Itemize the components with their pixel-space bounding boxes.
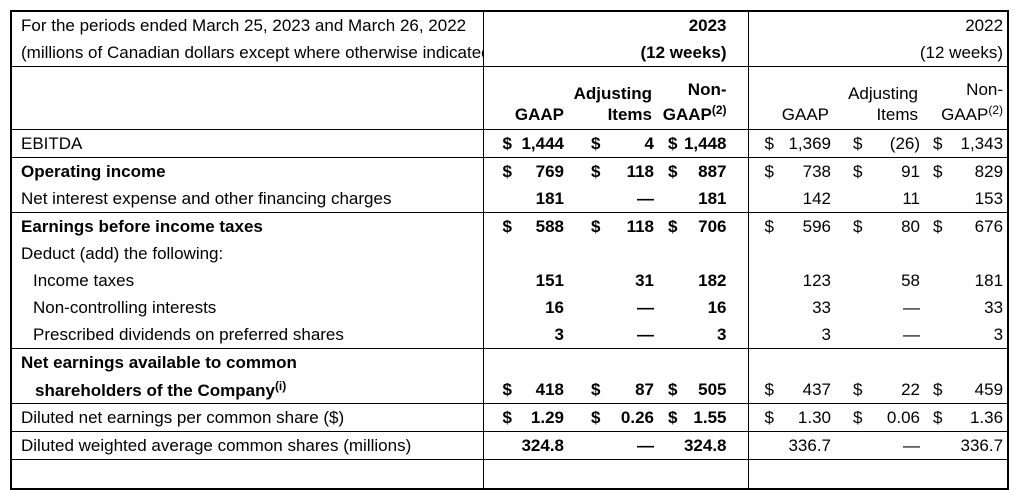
row-label: EBITDA [11, 129, 484, 158]
period-2022-weeks: (12 weeks) [748, 39, 1009, 67]
row-operating-income: Operating income $769 $118 $887 $738 $91… [11, 157, 1008, 185]
row-label: shareholders of the Company(i) [11, 376, 484, 404]
row-empty [11, 459, 1008, 489]
header-2023-gaap: GAAP [483, 66, 573, 130]
row-income-taxes: Income taxes 151 31 182 123 58 181 [11, 267, 1008, 294]
row-diluted-eps: Diluted net earnings per common share ($… [11, 403, 1009, 432]
row-label: Prescribed dividends on preferred shares [11, 321, 484, 349]
title-row-2: (millions of Canadian dollars except whe… [11, 39, 1009, 67]
gaap-reconciliation-table: For the periods ended March 25, 2023 and… [10, 10, 1010, 490]
title-row-1: For the periods ended March 25, 2023 and… [11, 11, 1008, 39]
row-label: Income taxes [11, 267, 484, 294]
header-2023-non-gaap: Non- GAAP(2) [661, 66, 749, 130]
row-ebitda: EBITDA $1,444 $4 $1,448 $1,369 $ (26) $1,… [11, 129, 1009, 158]
header-2022-gaap: GAAP [748, 66, 839, 130]
footnote-ref-i: (i) [274, 378, 287, 393]
row-net-interest-expense: Net interest expense and other financing… [11, 185, 1009, 213]
row-label: Diluted net earnings per common share ($… [11, 403, 484, 432]
row-label: Deduct (add) the following: [11, 240, 484, 267]
row-net-earnings-line2: shareholders of the Company(i) $418 $87 … [11, 376, 1009, 404]
row-label: Earnings before income taxes [11, 212, 484, 240]
row-label: Diluted weighted average common shares (… [11, 431, 484, 460]
row-label: Non-controlling interests [11, 294, 484, 321]
row-prescribed-dividends: Prescribed dividends on preferred shares… [11, 321, 1009, 349]
financial-table: For the periods ended March 25, 2023 and… [10, 10, 1010, 490]
column-header-row: GAAP Adjusting Items Non- GAAP(2) GAAP A… [11, 66, 1009, 130]
row-label: Net earnings available to common [11, 348, 484, 376]
row-diluted-weighted-shares: Diluted weighted average common shares (… [11, 431, 1009, 460]
period-2023-weeks: (12 weeks) [483, 39, 749, 67]
row-net-earnings-line1: Net earnings available to common [11, 348, 1008, 376]
header-2023-adjusting-items: Adjusting Items [573, 66, 661, 130]
row-label: Net interest expense and other financing… [11, 185, 484, 213]
footnote-ref-2: (2) [711, 103, 727, 117]
column-header-spacer [11, 66, 484, 130]
table-subtitle: (millions of Canadian dollars except whe… [11, 39, 484, 67]
row-non-controlling-interests: Non-controlling interests 16 — 16 33 — 3… [11, 294, 1008, 321]
period-2022-year: 2022 [965, 15, 1004, 35]
row-deduct-add-heading: Deduct (add) the following: [11, 240, 1008, 267]
row-earnings-before-income-taxes: Earnings before income taxes $588 $118 $… [11, 212, 1008, 240]
header-2022-non-gaap: Non- GAAP(2) [926, 66, 1009, 130]
table-title: For the periods ended March 25, 2023 and… [11, 11, 484, 39]
row-label: Operating income [11, 157, 484, 185]
header-2022-adjusting-items: Adjusting Items [838, 66, 927, 130]
footnote-ref-2: (2) [988, 103, 1004, 117]
period-2023-year: 2023 [483, 11, 749, 39]
